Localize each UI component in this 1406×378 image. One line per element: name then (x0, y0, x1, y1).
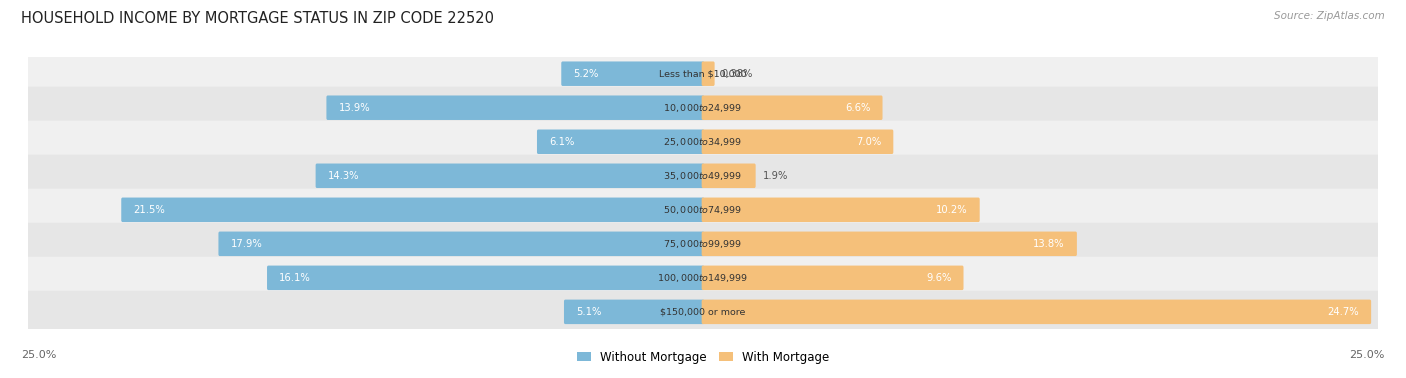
Text: 9.6%: 9.6% (927, 273, 952, 283)
FancyBboxPatch shape (702, 300, 1371, 324)
Text: $10,000 to $24,999: $10,000 to $24,999 (664, 102, 742, 114)
Text: 5.2%: 5.2% (574, 69, 599, 79)
FancyBboxPatch shape (702, 198, 980, 222)
FancyBboxPatch shape (24, 291, 1382, 333)
FancyBboxPatch shape (218, 232, 704, 256)
Text: $25,000 to $34,999: $25,000 to $34,999 (664, 136, 742, 148)
Text: Source: ZipAtlas.com: Source: ZipAtlas.com (1274, 11, 1385, 21)
FancyBboxPatch shape (702, 62, 714, 86)
FancyBboxPatch shape (24, 87, 1382, 129)
Text: 24.7%: 24.7% (1327, 307, 1360, 317)
Text: 25.0%: 25.0% (1350, 350, 1385, 360)
FancyBboxPatch shape (24, 53, 1382, 95)
Text: $150,000 or more: $150,000 or more (661, 307, 745, 316)
FancyBboxPatch shape (315, 164, 704, 188)
Text: HOUSEHOLD INCOME BY MORTGAGE STATUS IN ZIP CODE 22520: HOUSEHOLD INCOME BY MORTGAGE STATUS IN Z… (21, 11, 494, 26)
Text: $50,000 to $74,999: $50,000 to $74,999 (664, 204, 742, 216)
FancyBboxPatch shape (702, 96, 883, 120)
Text: 6.6%: 6.6% (845, 103, 870, 113)
Text: 16.1%: 16.1% (280, 273, 311, 283)
Text: $35,000 to $49,999: $35,000 to $49,999 (664, 170, 742, 182)
Text: $100,000 to $149,999: $100,000 to $149,999 (658, 272, 748, 284)
Text: 5.1%: 5.1% (576, 307, 602, 317)
Text: 14.3%: 14.3% (328, 171, 360, 181)
Legend: Without Mortgage, With Mortgage: Without Mortgage, With Mortgage (572, 346, 834, 368)
Text: 10.2%: 10.2% (936, 205, 967, 215)
Text: 13.8%: 13.8% (1033, 239, 1064, 249)
Text: 6.1%: 6.1% (550, 137, 575, 147)
FancyBboxPatch shape (326, 96, 704, 120)
FancyBboxPatch shape (537, 130, 704, 154)
FancyBboxPatch shape (24, 155, 1382, 197)
Text: 13.9%: 13.9% (339, 103, 370, 113)
Text: 17.9%: 17.9% (231, 239, 263, 249)
FancyBboxPatch shape (24, 121, 1382, 163)
Text: Less than $10,000: Less than $10,000 (659, 69, 747, 78)
FancyBboxPatch shape (702, 232, 1077, 256)
Text: 21.5%: 21.5% (134, 205, 165, 215)
Text: 0.38%: 0.38% (721, 69, 752, 79)
Text: 7.0%: 7.0% (856, 137, 882, 147)
Text: $75,000 to $99,999: $75,000 to $99,999 (664, 238, 742, 250)
FancyBboxPatch shape (561, 62, 704, 86)
Text: 1.9%: 1.9% (762, 171, 787, 181)
FancyBboxPatch shape (267, 266, 704, 290)
Text: 25.0%: 25.0% (21, 350, 56, 360)
FancyBboxPatch shape (564, 300, 704, 324)
FancyBboxPatch shape (24, 223, 1382, 265)
FancyBboxPatch shape (702, 130, 893, 154)
FancyBboxPatch shape (24, 189, 1382, 231)
FancyBboxPatch shape (121, 198, 704, 222)
FancyBboxPatch shape (24, 257, 1382, 299)
FancyBboxPatch shape (702, 164, 755, 188)
FancyBboxPatch shape (702, 266, 963, 290)
